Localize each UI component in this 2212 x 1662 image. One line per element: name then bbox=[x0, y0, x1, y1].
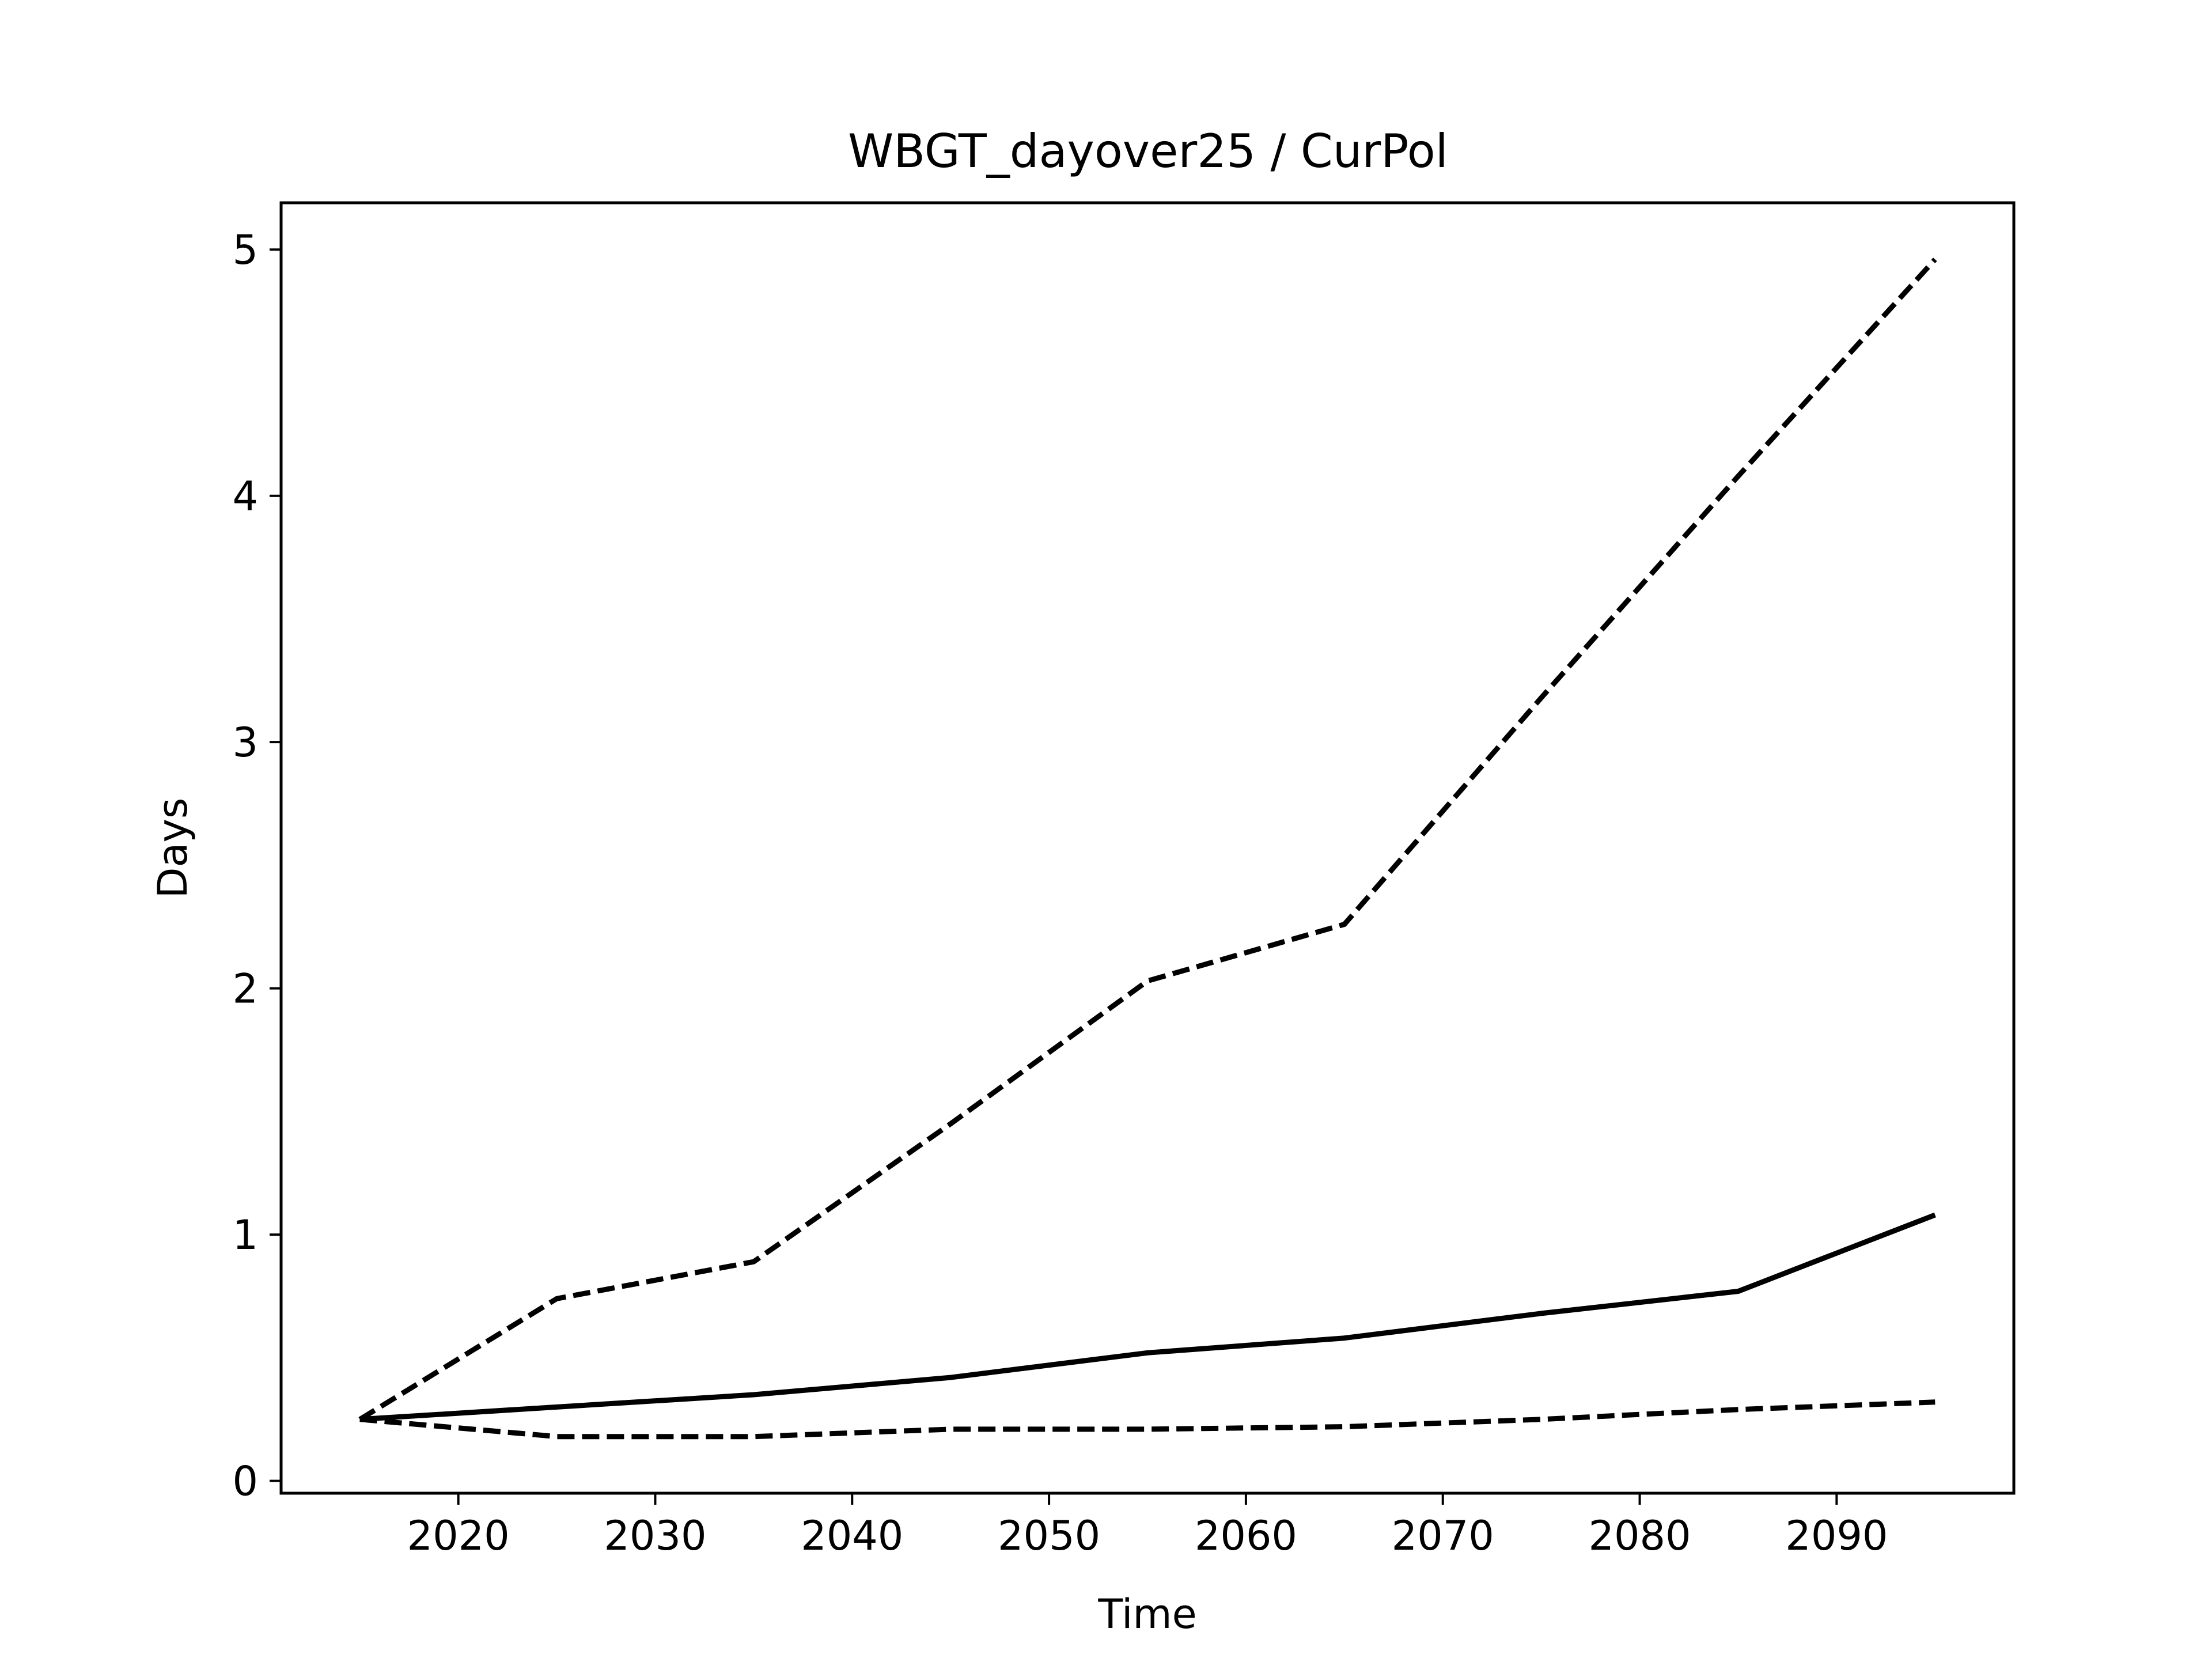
plot-area bbox=[358, 258, 1937, 1440]
x-tick-label-7: 2090 bbox=[1785, 1512, 1888, 1559]
x-tick-label-0: 2020 bbox=[407, 1512, 510, 1559]
y-tick-label-4: 4 bbox=[232, 473, 258, 520]
plot-frame bbox=[279, 201, 2016, 1495]
y-tick-label-2: 2 bbox=[232, 966, 258, 1013]
x-tick-label-5: 2070 bbox=[1392, 1512, 1494, 1559]
series-line-3 bbox=[359, 1399, 1936, 1440]
x-tick-label-6: 2080 bbox=[1588, 1512, 1691, 1559]
y-tick-label-0: 0 bbox=[232, 1458, 258, 1505]
series-line-1 bbox=[358, 258, 1937, 1422]
series-line-2 bbox=[359, 1212, 1936, 1422]
x-axis-label: Time bbox=[1097, 1591, 1196, 1638]
x-tick-label-3: 2050 bbox=[998, 1512, 1100, 1559]
chart-title: WBGT_dayover25 / CurPol bbox=[848, 124, 1448, 178]
y-tick-label-5: 5 bbox=[232, 226, 258, 274]
y-axis-label: Days bbox=[149, 798, 196, 899]
axes: 2020 2030 2040 2050 2060 2070 2080 2090 0 1 2 3 4 5 bbox=[232, 226, 1888, 1559]
y-tick-label-1: 1 bbox=[232, 1212, 258, 1259]
y-tick-label-3: 3 bbox=[232, 719, 258, 766]
x-tick-label-2: 2040 bbox=[801, 1512, 903, 1559]
x-tick-label-1: 2030 bbox=[604, 1512, 706, 1559]
x-tick-label-4: 2060 bbox=[1195, 1512, 1297, 1559]
